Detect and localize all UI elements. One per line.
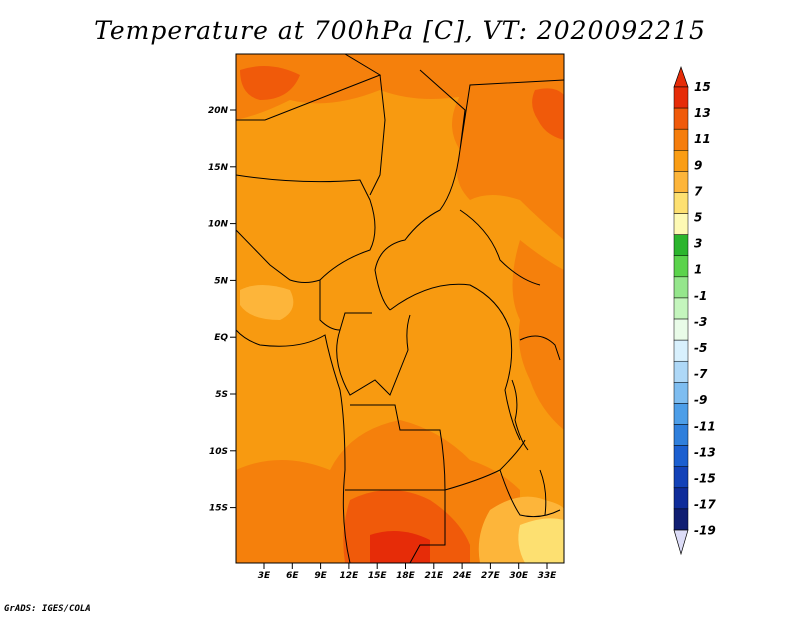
warm-region-north: [236, 54, 564, 120]
colorbar-segment: [673, 213, 689, 235]
colorbar-segment: [673, 86, 689, 109]
lon-tick-label: 24E: [453, 571, 473, 581]
colorbar-segment: [673, 192, 689, 214]
lon-tick-label: 30E: [509, 571, 529, 581]
lon-tick-label: 9E: [314, 571, 327, 581]
lon-tick-label: 27E: [481, 571, 501, 581]
colorbar-label: -11: [694, 419, 716, 433]
colorbar-label: 15: [694, 80, 711, 94]
colorbar-segment: [673, 234, 689, 257]
colorbar-label: -13: [694, 445, 716, 459]
border-line: [374, 149, 461, 311]
colorbar-label: -19: [694, 524, 716, 538]
warm-region-east: [512, 240, 564, 430]
colorbar-segment: [673, 382, 689, 404]
border-line: [236, 174, 376, 281]
lon-tick-label: 12E: [340, 571, 360, 581]
colorbar-segment: [673, 403, 689, 425]
lat-tick-label: 10S: [209, 447, 228, 457]
lat-tick-label: 15N: [208, 163, 229, 173]
colorbar-segment: [673, 360, 689, 383]
colorbar-label: 13: [694, 106, 711, 120]
border-line: [369, 74, 386, 196]
colorbar-label: -17: [694, 498, 716, 512]
colorbar-segment: [673, 339, 689, 362]
colorbar-label: -9: [694, 393, 707, 407]
border-line: [236, 54, 382, 121]
colorbar-segment: [673, 508, 689, 531]
border-line: [336, 314, 411, 396]
colorbar-segment: [673, 107, 689, 130]
border-line: [345, 489, 446, 563]
border-line: [459, 209, 541, 286]
lat-tick-label: 5S: [215, 390, 228, 400]
coolest-spot-southeast: [518, 518, 564, 563]
lon-tick-label: 33E: [538, 571, 558, 581]
colorbar-label: -5: [694, 341, 707, 355]
lake-outline: [539, 469, 547, 516]
colorbar-label: 3: [694, 237, 702, 251]
lon-tick-label: 21E: [424, 571, 444, 581]
colorbar-segment: [673, 171, 689, 193]
map-frame: [235, 53, 565, 564]
colorbar-segment: [673, 297, 689, 320]
colorbar-label: 11: [694, 132, 711, 146]
colorbar-segment: [673, 150, 689, 172]
colorbar-label: -3: [694, 315, 707, 329]
border-line: [499, 469, 561, 518]
lat-tick-label: 10N: [208, 220, 229, 230]
colorbar-segment: [673, 445, 689, 467]
map-title: Temperature at 700hPa [C], VT: 202009221…: [94, 16, 706, 45]
lon-tick-label: 18E: [396, 571, 416, 581]
colorbar-label: -7: [694, 367, 708, 381]
border-line: [504, 329, 521, 441]
colorbar-segment: [673, 466, 689, 489]
colorbar-label: -15: [694, 472, 716, 486]
colorbar: 15 13 11 9 7 5 3 1 -1 -3 -5 -7 -9 -11 -13 -15 -17 -19: [673, 65, 716, 556]
lake-outline: [511, 379, 529, 451]
colorbar-segment: [673, 487, 689, 510]
colorbar-segment: [673, 276, 689, 299]
border-line: [519, 335, 561, 361]
colorbar-segment: [673, 424, 689, 446]
colorbar-label: -1: [694, 289, 707, 303]
hot-spot-north: [240, 66, 300, 100]
coastline: [236, 329, 351, 563]
lat-tick-label: 5N: [214, 276, 228, 286]
lon-tick-label: 3E: [258, 571, 271, 581]
lat-tick-label: EQ: [214, 333, 228, 343]
lat-tick-label: 15S: [209, 504, 228, 514]
border-line: [350, 404, 446, 491]
colorbar-top-arrow: [673, 65, 689, 88]
lon-tick-label: 15E: [368, 571, 388, 581]
colorbar-label: 7: [694, 184, 703, 198]
border-line: [389, 283, 511, 331]
border-line: [236, 229, 321, 283]
colorbar-segment: [673, 128, 689, 151]
colorbar-label: 9: [694, 158, 702, 172]
longitude-axis: 3E 6E 9E 12E 15E 18E 21E 24E 27E 30E 33E: [258, 563, 557, 581]
colorbar-segment: [673, 318, 689, 341]
hot-spot-northeast: [532, 88, 564, 140]
colorbar-label: 1: [694, 263, 702, 277]
lat-tick-label: 20N: [208, 106, 229, 116]
latitude-axis: 20N 15N 10N 5N EQ 5S 10S 15S: [208, 106, 236, 514]
grads-credit: GrADS: IGES/COLA: [4, 604, 91, 614]
colorbar-label: 5: [694, 211, 702, 225]
colorbar-segment: [673, 255, 689, 278]
lon-tick-label: 6E: [286, 571, 299, 581]
colorbar-bottom-arrow: [673, 529, 689, 556]
cool-region-west: [240, 285, 294, 320]
